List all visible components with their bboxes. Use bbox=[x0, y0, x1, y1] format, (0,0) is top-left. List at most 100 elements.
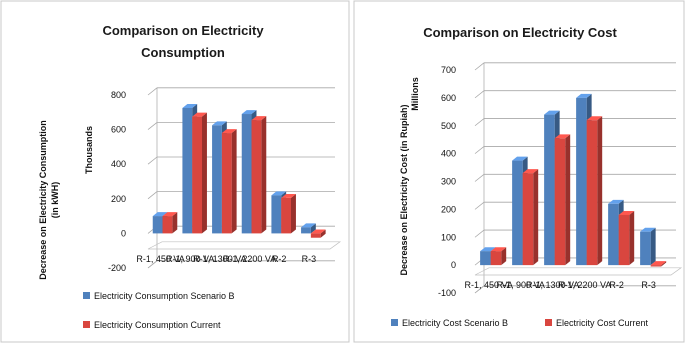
chart-1-bar bbox=[310, 233, 321, 238]
chart-2-bar bbox=[608, 203, 619, 266]
chart-1-legend-label: Electricity Consumption Scenario B bbox=[94, 291, 235, 301]
chart-1-bar bbox=[152, 216, 163, 234]
chart-1-y-axis-label: Decrease on Electricity Consumption bbox=[38, 120, 48, 280]
chart-2-title: Comparison on Electricity Cost bbox=[423, 25, 617, 40]
chart-2-bar-side bbox=[650, 227, 656, 266]
chart-2-bar-side bbox=[565, 134, 571, 266]
chart-2-bar-top bbox=[608, 199, 624, 204]
chart-2-bar-top bbox=[618, 210, 635, 215]
chart-1-y-axis-label: (in kWH) bbox=[50, 182, 60, 219]
chart-2-bar-top bbox=[586, 116, 603, 121]
chart-1-y-tick-label: -200 bbox=[108, 263, 126, 273]
chart-2-bar bbox=[512, 160, 523, 266]
chart-2-bar-top bbox=[576, 93, 592, 98]
chart-1-bar bbox=[182, 107, 193, 234]
chart-2-grid-diagonal bbox=[474, 285, 485, 294]
chart-1-y-tick-label: 400 bbox=[111, 159, 126, 169]
chart-1-x-tick-label: R-2 bbox=[272, 254, 287, 264]
chart-2-unit-label: Millions bbox=[410, 77, 420, 111]
chart-1-bar-top bbox=[281, 193, 296, 198]
chart-2-legend-label: Electricity Cost Scenario B bbox=[402, 318, 508, 328]
chart-1-x-tick-label: R-3 bbox=[302, 254, 317, 264]
chart-2-bar-top bbox=[480, 247, 496, 252]
chart-2-y-tick-label: 200 bbox=[441, 204, 456, 214]
chart-1-bar-top bbox=[212, 121, 227, 126]
chart-2-x-tick-label: R-1, 2200 VA bbox=[558, 280, 611, 290]
chart-2-grid-diagonal bbox=[474, 118, 485, 127]
chart-2-bar-side bbox=[533, 169, 539, 266]
chart-1-bar bbox=[192, 116, 202, 234]
chart-1-bar-top bbox=[271, 191, 287, 196]
chart-1-grid-diagonal bbox=[147, 260, 158, 269]
chart-2-bar bbox=[640, 231, 651, 266]
chart-1-legend-swatch bbox=[83, 292, 90, 299]
chart-1-bar-top bbox=[152, 212, 168, 217]
chart-2-x-tick-label: R-1, 900 VA bbox=[497, 280, 545, 290]
chart-2-bar-side bbox=[597, 116, 603, 266]
chart-2-y-axis-label: Decrease on Electricity Cost (in Rupiah) bbox=[399, 104, 409, 275]
chart-2-y-tick-label: 0 bbox=[451, 260, 456, 270]
chart-2-y-tick-label: 100 bbox=[441, 232, 456, 242]
chart-1-bar bbox=[212, 125, 222, 234]
chart-1-bar-top bbox=[301, 223, 316, 228]
chart-2-x-tick-label: R-1, 1300 VA bbox=[526, 280, 579, 290]
chart-2-bar-top bbox=[544, 110, 560, 115]
chart-1-bar-side bbox=[310, 223, 316, 234]
chart-1-y-tick-label: 600 bbox=[111, 125, 126, 135]
chart-2-bar-top bbox=[490, 247, 507, 252]
chart-2-bar bbox=[480, 251, 491, 266]
chart-1-unit-label: Thousands bbox=[84, 126, 94, 174]
chart-1-title: Comparison on Electricity bbox=[102, 23, 264, 38]
chart-1-bar-side bbox=[231, 129, 237, 234]
chart-1-bar bbox=[221, 133, 232, 234]
chart-1-grid-diagonal bbox=[147, 156, 158, 165]
chart-1-bar bbox=[271, 195, 282, 234]
chart-1-grid-diagonal bbox=[147, 87, 158, 96]
chart-1-bar-side bbox=[290, 193, 296, 234]
chart-1-bar-top bbox=[241, 110, 257, 115]
chart-2-y-tick-label: -100 bbox=[438, 288, 456, 298]
chart-2-grid-diagonal bbox=[474, 229, 485, 238]
chart-2-legend-swatch bbox=[391, 319, 398, 326]
chart-1-grid-diagonal bbox=[147, 122, 158, 130]
chart-panel-1-border bbox=[0, 0, 350, 343]
chart-2-bar-top bbox=[640, 227, 656, 232]
chart-2-bar bbox=[522, 173, 534, 266]
chart-2-grid-diagonal bbox=[474, 62, 485, 71]
chart-2-bar-top bbox=[650, 261, 667, 266]
chart-1-y-tick-label: 800 bbox=[111, 90, 126, 100]
chart-1-title: Consumption bbox=[141, 45, 225, 60]
chart-2-grid-diagonal bbox=[474, 201, 485, 210]
chart-1-y-tick-label: 200 bbox=[111, 194, 126, 204]
chart-2-y-tick-label: 400 bbox=[441, 149, 456, 159]
chart-2-x-tick-label: R-2 bbox=[609, 280, 624, 290]
chart-1-legend-label: Electricity Consumption Current bbox=[94, 320, 221, 330]
chart-1-bar-side bbox=[201, 112, 207, 234]
chart-2-floor bbox=[474, 267, 683, 276]
chart-2-y-tick-label: 300 bbox=[441, 177, 456, 187]
chart-1-x-tick-label: R-1, 900 VA bbox=[166, 254, 214, 264]
chart-1-bar-top bbox=[162, 212, 178, 217]
chart-1-x-tick-label: R-1, 2200 VA bbox=[223, 254, 276, 264]
chart-1-x-tick-label: R-1, 1300 VA bbox=[193, 254, 246, 264]
chart-2-bar-side bbox=[501, 247, 507, 266]
chart-2-x-tick-label: R-3 bbox=[641, 280, 656, 290]
chart-1-x-tick-label: R-1, 450 VA bbox=[136, 254, 184, 264]
chart-2-x-tick-label: R-1, 450 VA bbox=[465, 280, 513, 290]
chart-1-bar-top bbox=[251, 116, 267, 121]
chart-2-grid-diagonal bbox=[474, 173, 485, 182]
chart-2-bar-top bbox=[512, 156, 528, 161]
chart-1-bar bbox=[301, 227, 311, 234]
chart-2-bar-top bbox=[554, 134, 571, 139]
chart-1-bar-side bbox=[320, 229, 326, 238]
chart-1-y-tick-label: 0 bbox=[121, 228, 126, 238]
chart-2-bar-top bbox=[522, 169, 539, 174]
chart-2-bar bbox=[490, 251, 502, 266]
chart-2-legend-swatch bbox=[545, 319, 552, 326]
chart-1-bar bbox=[241, 114, 252, 234]
chart-2-grid-diagonal bbox=[474, 90, 485, 99]
chart-2-legend-label: Electricity Cost Current bbox=[556, 318, 649, 328]
chart-1-bar-top bbox=[310, 229, 326, 234]
chart-2-grid-diagonal bbox=[474, 146, 485, 154]
